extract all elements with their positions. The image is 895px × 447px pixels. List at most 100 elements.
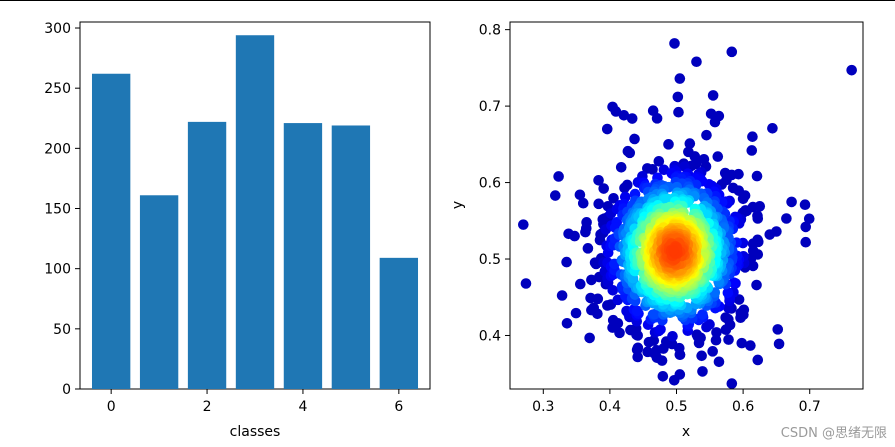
top-border-line <box>0 0 895 1</box>
scatter-point <box>701 129 712 141</box>
scatter-point <box>582 243 594 254</box>
scatter-point <box>747 131 758 142</box>
scatter-point <box>751 279 762 291</box>
scatter-xtick-label: 0.5 <box>665 399 687 415</box>
scatter-ytick-label: 0.6 <box>479 176 501 192</box>
scatter-point <box>584 332 595 344</box>
scatter-chart-ylabel: y <box>450 201 466 209</box>
bar-chart: 0 2 4 6 0 50 100 150 200 250 300 classes <box>44 21 431 440</box>
scatter-chart: 0.3 0.4 0.5 0.6 0.7 0.4 0.5 0.6 0.7 0.8 x y <box>450 21 864 440</box>
scatter-point <box>632 305 643 317</box>
scatter-point <box>751 170 763 182</box>
scatter-point <box>799 199 811 211</box>
scatter-point <box>697 366 708 377</box>
bar-xtick-label: 0 <box>107 399 116 415</box>
scatter-chart-xlabel: x <box>682 424 690 440</box>
bar-xtick-label: 4 <box>298 399 307 415</box>
scatter-point <box>696 350 707 362</box>
scatter-point <box>518 219 529 230</box>
bar-class-6 <box>379 257 419 389</box>
scatter-ytick-label: 0.5 <box>479 252 501 268</box>
scatter-point <box>574 278 586 290</box>
scatter-point <box>663 139 674 150</box>
scatter-point <box>615 161 627 173</box>
scatter-point <box>767 122 778 134</box>
bar-ytick-label: 250 <box>44 81 71 97</box>
scatter-point <box>520 278 532 289</box>
scatter-point <box>691 329 703 341</box>
scatter-xtick-label: 0.4 <box>599 399 621 415</box>
scatter-point <box>745 340 756 351</box>
scatter-point <box>773 338 785 350</box>
scatter-point <box>649 308 660 320</box>
scatter-point <box>727 182 739 194</box>
scatter-point <box>619 182 630 194</box>
bar-chart-ticks: 0 2 4 6 0 50 100 150 200 250 300 <box>44 21 403 415</box>
scatter-point <box>737 193 749 205</box>
scatter-point <box>710 334 722 346</box>
scatter-point <box>707 90 719 101</box>
scatter-point <box>593 198 605 210</box>
scatter-point <box>657 370 669 382</box>
scatter-point <box>722 287 734 299</box>
scatter-point <box>592 308 603 320</box>
scatter-point <box>574 189 586 201</box>
bar-class-2 <box>187 121 227 389</box>
scatter-point <box>704 319 715 330</box>
scatter-point <box>772 324 784 335</box>
scatter-point <box>800 221 812 233</box>
scatter-point <box>580 223 592 234</box>
scatter-point <box>672 91 684 103</box>
scatter-ytick-label: 0.4 <box>479 328 501 344</box>
bar-xtick-label: 2 <box>203 399 212 415</box>
scatter-point <box>684 138 696 149</box>
scatter-point <box>608 192 619 204</box>
scatter-point <box>697 309 708 320</box>
scatter-point <box>624 147 636 159</box>
scatter-ytick-label: 0.8 <box>479 23 501 39</box>
scatter-point <box>781 213 792 224</box>
bar-ytick-label: 50 <box>53 322 71 338</box>
bar-chart-xlabel: classes <box>230 424 281 440</box>
scatter-point <box>800 236 812 248</box>
scatter-point <box>561 317 573 329</box>
scatter-point <box>720 312 731 323</box>
scatter-point <box>610 106 622 117</box>
scatter-point <box>803 213 815 225</box>
scatter-point <box>668 245 679 256</box>
scatter-point <box>752 354 764 366</box>
bar-chart-bars <box>91 35 419 390</box>
bar-ytick-label: 200 <box>44 141 71 157</box>
scatter-point <box>569 230 580 242</box>
scatter-point <box>651 113 663 124</box>
scatter-point <box>626 113 638 124</box>
scatter-point <box>653 155 665 167</box>
scatter-xtick-label: 0.7 <box>799 399 821 415</box>
bar-class-4 <box>283 123 323 389</box>
scatter-point <box>561 256 572 268</box>
scatter-point <box>726 46 738 58</box>
scatter-point <box>707 346 718 357</box>
scatter-point <box>786 196 797 208</box>
bar-class-0 <box>91 73 131 390</box>
bar-xtick-label: 6 <box>394 399 403 415</box>
scatter-point <box>673 106 684 118</box>
scatter-point <box>674 73 686 84</box>
bar-class-3 <box>235 35 275 390</box>
scatter-point <box>726 378 738 389</box>
scatter-point <box>593 174 604 186</box>
scatter-point <box>691 56 702 68</box>
scatter-point <box>752 213 764 224</box>
scatter-point <box>598 183 610 194</box>
watermark-text: CSDN @思绪无限 <box>780 426 887 441</box>
scatter-point <box>577 197 589 209</box>
scatter-point <box>614 327 625 339</box>
scatter-point <box>648 335 660 346</box>
scatter-point <box>709 116 721 128</box>
scatter-point <box>632 342 644 354</box>
scatter-point <box>713 356 725 368</box>
bar-ytick-label: 100 <box>44 262 71 278</box>
scatter-point <box>746 145 758 156</box>
scatter-point <box>556 290 568 301</box>
